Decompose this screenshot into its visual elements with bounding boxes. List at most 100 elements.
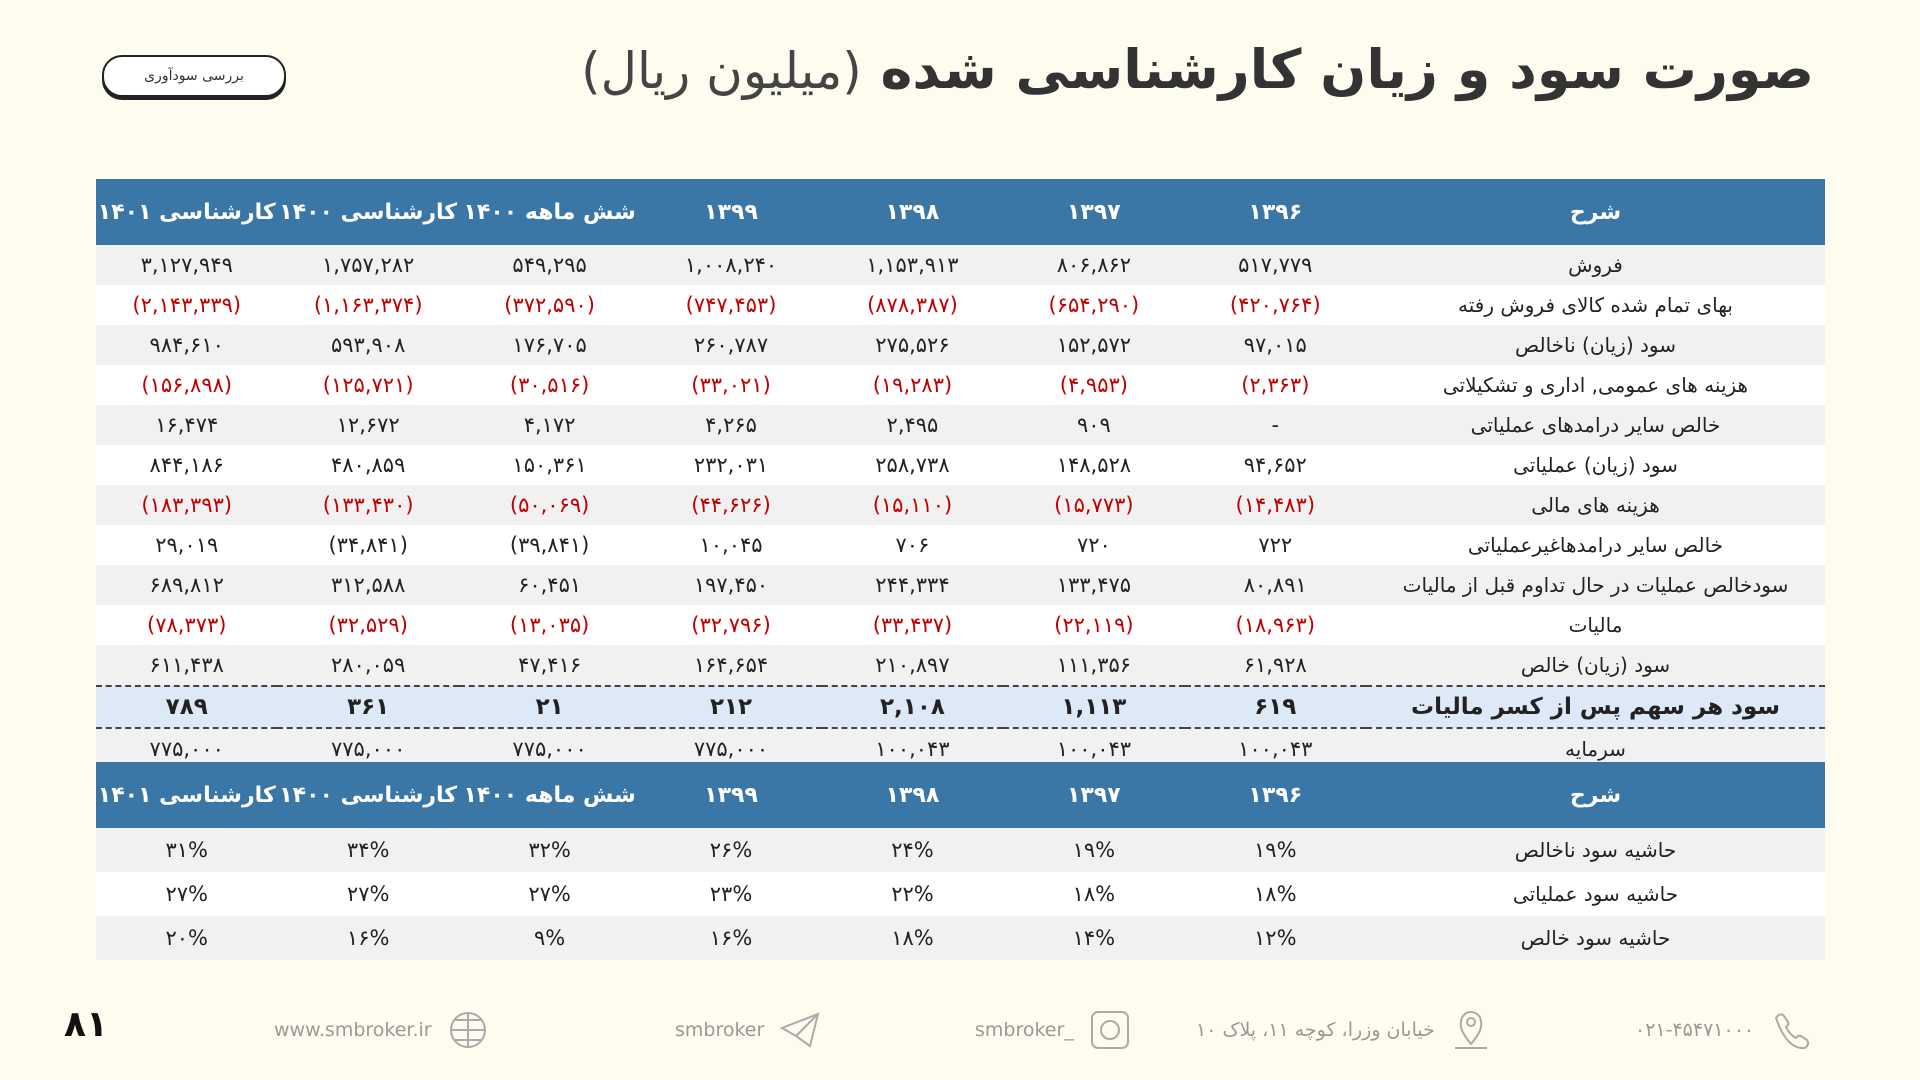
telegram-icon — [780, 1012, 820, 1048]
table-row: حاشیه سود خالص ۱۲% ۱۴% ۱۸% ۱۶% ۹% ۱۶% ۲۰% — [96, 916, 1825, 960]
header-row: شرح ۱۳۹۶ ۱۳۹۷ ۱۳۹۸ ۱۳۹۹ شش ماهه ۱۴۰۰ کارشناسی … — [96, 179, 1825, 245]
cell: (۱۸۳,۳۹۳) — [96, 485, 278, 525]
cell: (۶۵۴,۲۹۰) — [1003, 285, 1185, 325]
header-cell: شرح — [1366, 762, 1825, 828]
cell: ۱۶% — [277, 916, 459, 960]
cell: ۳۲% — [458, 828, 641, 872]
cell: (۲۲,۱۱۹) — [1003, 605, 1185, 645]
cell: ۳۶۱ — [277, 685, 459, 729]
cell: ۷۲۰ — [1003, 525, 1185, 565]
row-label: بهای تمام شده کالای فروش رفته — [1366, 285, 1825, 325]
cell: (۳۰,۵۱۶) — [458, 365, 641, 405]
cell: ۱۶% — [640, 916, 822, 960]
title-block: صورت سود و زیان کارشناسی شده (میلیون ریا… — [581, 38, 1814, 101]
cell: ۴,۲۶۵ — [640, 405, 822, 445]
cell: ۱۶۴,۶۵۴ — [640, 645, 822, 686]
cell: ۲۴% — [821, 828, 1004, 872]
table-row: حاشیه سود ناخالص ۱۹% ۱۹% ۲۴% ۲۶% ۳۲% ۳۴% ۳۱% — [96, 828, 1825, 872]
cell: - — [1184, 405, 1366, 445]
section-tag: بررسی سودآوری — [102, 55, 286, 97]
income-table: شرح ۱۳۹۶ ۱۳۹۷ ۱۳۹۸ ۱۳۹۹ شش ماهه ۱۴۰۰ کارشناسی … — [96, 179, 1825, 769]
cell: (۳۷۲,۵۹۰) — [458, 285, 641, 325]
instagram-text: smbroker_ — [975, 1019, 1074, 1041]
cell: (۱۲۵,۷۲۱) — [277, 365, 459, 405]
table-row: خالص سایر درامدهاغیرعملیاتی ۷۲۲ ۷۲۰ ۷۰۶ ۱۰,۰… — [96, 525, 1825, 565]
cell: (۲,۳۶۳) — [1184, 365, 1366, 405]
header-cell: ۱۳۹۷ — [1003, 762, 1185, 828]
header-cell: ۱۳۹۹ — [640, 179, 822, 245]
header-cell: کارشناسی ۱۴۰۱ — [96, 762, 278, 828]
address: خیابان وزرا، کوچه ۱۱، پلاک ۱۰ — [1196, 1011, 1493, 1049]
cell: (۱۳۳,۴۳۰) — [277, 485, 459, 525]
cell: ۲۷۵,۵۲۶ — [821, 325, 1004, 365]
cell: ۲۱ — [458, 685, 641, 729]
subtitle: (میلیون ریال) — [581, 42, 862, 100]
cell: (۳۳,۰۲۱) — [640, 365, 822, 405]
cell: ۶۱۹ — [1184, 685, 1366, 729]
cell: ۱۹% — [1184, 828, 1366, 872]
cell: ۱۳۳,۴۷۵ — [1003, 565, 1185, 605]
instagram-icon — [1090, 1011, 1129, 1049]
table-row: هزینه های مالی (۱۴,۴۸۳) (۱۵,۷۷۳) (۱۵,۱۱۰) (۴… — [96, 485, 1825, 525]
cell: (۱۹,۲۸۳) — [821, 365, 1004, 405]
cell: ۹۰۹ — [1003, 405, 1185, 445]
header-cell: شرح — [1366, 179, 1825, 245]
cell: ۴۸۰,۸۵۹ — [277, 445, 459, 485]
cell: ۲۷% — [458, 872, 641, 916]
header-row: شرح ۱۳۹۶ ۱۳۹۷ ۱۳۹۸ ۱۳۹۹ شش ماهه ۱۴۰۰ کارشناسی … — [96, 762, 1825, 828]
cell: ۶۸۹,۸۱۲ — [96, 565, 278, 605]
header-cell: ۱۳۹۸ — [821, 762, 1004, 828]
cell: (۱۸,۹۶۳) — [1184, 605, 1366, 645]
cell: ۷۸۹ — [96, 685, 278, 729]
cell: (۱۵۶,۸۹۸) — [96, 365, 278, 405]
header-cell: ۱۳۹۶ — [1184, 179, 1366, 245]
header-cell: ۱۳۹۸ — [821, 179, 1004, 245]
cell: ۷۲۲ — [1184, 525, 1366, 565]
cell: ۱۸% — [1184, 872, 1366, 916]
table-row: سودخالص عملیات در حال تداوم قبل از مالیا… — [96, 565, 1825, 605]
cell: ۱,۱۱۳ — [1003, 685, 1185, 729]
cell: ۵۴۹,۲۹۵ — [458, 245, 641, 285]
header-cell: ۱۳۹۷ — [1003, 179, 1185, 245]
cell: (۷۴۷,۴۵۳) — [640, 285, 822, 325]
table-row: سود (زیان) عملیاتی ۹۴,۶۵۲ ۱۴۸,۵۲۸ ۲۵۸,۷۳۸ ۲۳… — [96, 445, 1825, 485]
cell: ۲۴۴,۳۳۴ — [821, 565, 1004, 605]
row-label: هزینه های مالی — [1366, 485, 1825, 525]
cell: (۳۹,۸۴۱) — [458, 525, 641, 565]
cell: ۵۱۷,۷۷۹ — [1184, 245, 1366, 285]
cell: ۳,۱۲۷,۹۴۹ — [96, 245, 278, 285]
cell: ۶۱۱,۴۳۸ — [96, 645, 278, 686]
cell: ۸۰,۸۹۱ — [1184, 565, 1366, 605]
header-cell: کارشناسی ۱۴۰۰ — [277, 179, 459, 245]
cell: ۱,۰۰۸,۲۴۰ — [640, 245, 822, 285]
table-row: هزینه های عمومی, اداری و تشکیلاتی (۲,۳۶۳)… — [96, 365, 1825, 405]
cell: ۱۸% — [1003, 872, 1185, 916]
cell: (۷۸,۳۷۳) — [96, 605, 278, 645]
cell: (۱۳,۰۳۵) — [458, 605, 641, 645]
cell: ۱۵۰,۳۶۱ — [458, 445, 641, 485]
cell: ۲۰% — [96, 916, 278, 960]
cell: (۴۲۰,۷۶۴) — [1184, 285, 1366, 325]
row-label: حاشیه سود عملیاتی — [1366, 872, 1825, 916]
cell: (۱۵,۱۱۰) — [821, 485, 1004, 525]
cell: ۱۸% — [821, 916, 1004, 960]
row-label: سودخالص عملیات در حال تداوم قبل از مالیا… — [1366, 565, 1825, 605]
phone: ۰۲۱-۴۵۴۷۱۰۰۰ — [1635, 1012, 1812, 1050]
cell: ۷۰۶ — [821, 525, 1004, 565]
cell: ۹% — [458, 916, 641, 960]
cell: ۲۶% — [640, 828, 822, 872]
cell: ۴۷,۴۱۶ — [458, 645, 641, 686]
cell: ۲۶۰,۷۸۷ — [640, 325, 822, 365]
cell: ۲۸۰,۰۵۹ — [277, 645, 459, 686]
cell: ۳۱% — [96, 828, 278, 872]
cell: ۳۱۲,۵۸۸ — [277, 565, 459, 605]
table-row: سود هر سهم پس از کسر مالیات ۶۱۹ ۱,۱۱۳ ۲,۱۰۸… — [96, 685, 1825, 729]
row-label: سود (زیان) عملیاتی — [1366, 445, 1825, 485]
row-label: سود (زیان) ناخالص — [1366, 325, 1825, 365]
cell: ۱۹۷,۴۵۰ — [640, 565, 822, 605]
table-row: بهای تمام شده کالای فروش رفته (۴۲۰,۷۶۴) (۶… — [96, 285, 1825, 325]
table-row: فروش ۵۱۷,۷۷۹ ۸۰۶,۸۶۲ ۱,۱۵۳,۹۱۳ ۱,۰۰۸,۲۴۰ ۵۴۹,… — [96, 245, 1825, 285]
cell: ۲۷% — [96, 872, 278, 916]
cell: ۱۴۸,۵۲۸ — [1003, 445, 1185, 485]
cell: (۲,۱۴۳,۳۳۹) — [96, 285, 278, 325]
